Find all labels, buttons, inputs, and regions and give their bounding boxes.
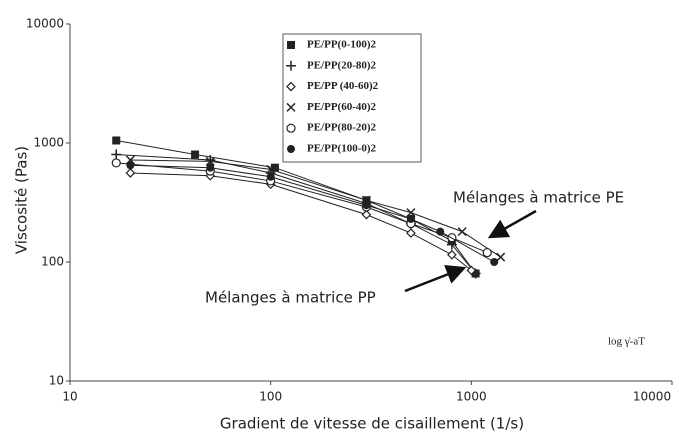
marker bbox=[496, 252, 506, 262]
legend-label: PE/PP(100-0)2 bbox=[307, 143, 377, 155]
marker bbox=[490, 258, 499, 266]
marker bbox=[406, 208, 416, 218]
marker bbox=[191, 150, 200, 159]
marker bbox=[406, 214, 415, 223]
marker bbox=[466, 265, 477, 276]
x-tick-label: 1000 bbox=[456, 390, 487, 404]
marker bbox=[206, 163, 215, 172]
marker bbox=[287, 145, 295, 153]
marker bbox=[286, 81, 296, 92]
x-tick-label: 10000 bbox=[633, 390, 671, 404]
marker bbox=[205, 156, 215, 166]
marker bbox=[457, 227, 467, 237]
marker bbox=[111, 158, 121, 168]
marker bbox=[406, 228, 416, 238]
fit-curve bbox=[130, 172, 472, 271]
arrow bbox=[404, 265, 467, 293]
marker bbox=[436, 227, 445, 236]
arrow bbox=[487, 209, 537, 239]
marker bbox=[266, 164, 276, 174]
y-axis-title: Viscosité (Pas) bbox=[13, 146, 31, 254]
marker bbox=[286, 123, 296, 133]
legend-label: PE/PP(0-100)2 bbox=[307, 39, 377, 51]
marker bbox=[287, 41, 295, 49]
fit-curve bbox=[130, 164, 495, 263]
marker bbox=[362, 201, 371, 210]
x-axis-title: Gradient de vitesse de cisaillement (1/s… bbox=[220, 415, 524, 433]
marker bbox=[111, 149, 122, 160]
x-tick-label: 10 bbox=[62, 390, 77, 404]
y-tick-label: 10000 bbox=[26, 17, 64, 31]
y-tick-label: 100 bbox=[41, 255, 64, 269]
marker bbox=[270, 163, 279, 172]
legend-label: PE/PP(60-40)2 bbox=[307, 101, 377, 113]
marker bbox=[286, 60, 296, 71]
y-tick-label: 1000 bbox=[33, 136, 64, 150]
annotation: Mélanges à matrice PP bbox=[205, 289, 376, 307]
y-tick-label: 10 bbox=[49, 374, 64, 388]
fit-curve bbox=[116, 154, 476, 274]
marker bbox=[482, 247, 492, 258]
marker bbox=[125, 168, 136, 178]
marker bbox=[286, 102, 296, 112]
annotation: Mélanges à matrice PE bbox=[453, 189, 624, 207]
annotation: log γ̇-aT bbox=[608, 336, 645, 348]
legend-box bbox=[282, 33, 422, 163]
marker bbox=[361, 209, 372, 220]
legend-label: PE/PP(80-20)2 bbox=[307, 122, 377, 134]
marker bbox=[126, 161, 135, 170]
marker bbox=[205, 154, 216, 165]
marker bbox=[447, 249, 457, 260]
fit-curve bbox=[116, 162, 488, 254]
legend-label: PE/PP(20-80)2 bbox=[307, 59, 377, 71]
marker bbox=[266, 172, 275, 181]
legend-label: PE/PP (40-60)2 bbox=[307, 80, 379, 92]
marker bbox=[112, 136, 121, 145]
x-tick-label: 100 bbox=[259, 390, 282, 404]
